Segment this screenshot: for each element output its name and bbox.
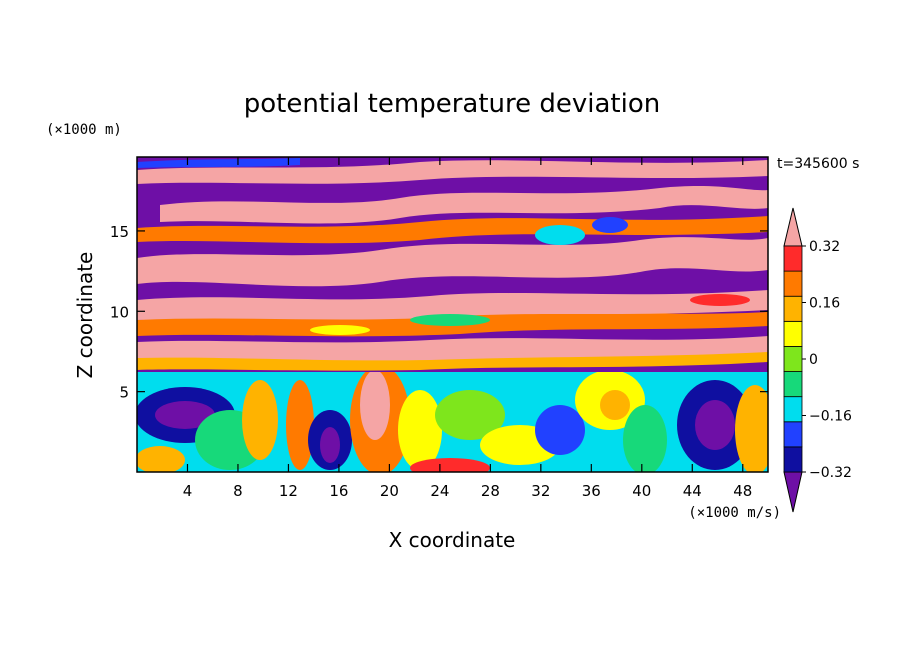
x-tick-label: 36 bbox=[582, 482, 601, 500]
colorbar-segment bbox=[783, 446, 803, 473]
colorbar-label: −0.32 bbox=[809, 465, 852, 481]
x-tick-label: 4 bbox=[183, 482, 193, 500]
x-tick-label: 32 bbox=[531, 482, 550, 500]
time-label: t=345600 s bbox=[777, 156, 859, 172]
x-tick-label: 12 bbox=[279, 482, 298, 500]
x-tick-label: 28 bbox=[481, 482, 500, 500]
contour-field bbox=[137, 157, 768, 472]
y-axis-label: Z coordinate bbox=[73, 252, 97, 379]
x-tick-label: 24 bbox=[430, 482, 449, 500]
colorbar-segment bbox=[783, 295, 803, 322]
plot-frame bbox=[136, 156, 769, 473]
colorbar-segment bbox=[783, 245, 803, 272]
x-tick-label: 20 bbox=[380, 482, 399, 500]
colorbar-label: −0.16 bbox=[809, 409, 852, 425]
colorbar: 0.32 0.16 0 −0.16 −0.32 bbox=[783, 207, 852, 513]
upper-bands bbox=[137, 157, 768, 372]
chart-title: potential temperature deviation bbox=[244, 89, 660, 119]
y-unit-label: (×1000 m) bbox=[46, 122, 122, 138]
colorbar-segment bbox=[783, 320, 803, 347]
x-tick-label: 40 bbox=[632, 482, 651, 500]
x-unit-label: (×1000 m/s) bbox=[688, 505, 781, 521]
colorbar-label: 0 bbox=[809, 352, 818, 368]
colorbar-top-extension bbox=[783, 207, 803, 247]
y-tick-label: 5 bbox=[119, 384, 129, 402]
x-tick-label: 48 bbox=[733, 482, 752, 500]
x-tick-label: 44 bbox=[683, 482, 702, 500]
colorbar-bottom-extension bbox=[783, 471, 803, 513]
x-tick-label: 8 bbox=[233, 482, 243, 500]
x-axis: 4 8 12 16 20 24 28 32 36 40 44 48 bbox=[183, 157, 752, 500]
y-tick-label: 10 bbox=[110, 303, 129, 321]
colorbar-segment bbox=[783, 371, 803, 398]
x-tick-label: 16 bbox=[329, 482, 348, 500]
y-tick-label: 15 bbox=[110, 223, 129, 241]
colorbar-segment bbox=[783, 346, 803, 372]
colorbar-label: 0.32 bbox=[809, 239, 840, 255]
lower-layer bbox=[137, 365, 768, 472]
y-axis: 5 10 15 bbox=[110, 223, 768, 402]
colorbar-segment bbox=[783, 421, 803, 448]
colorbar-segment bbox=[783, 270, 803, 297]
x-axis-label: X coordinate bbox=[389, 528, 516, 552]
colorbar-segment bbox=[783, 396, 803, 423]
colorbar-label: 0.16 bbox=[809, 296, 840, 312]
